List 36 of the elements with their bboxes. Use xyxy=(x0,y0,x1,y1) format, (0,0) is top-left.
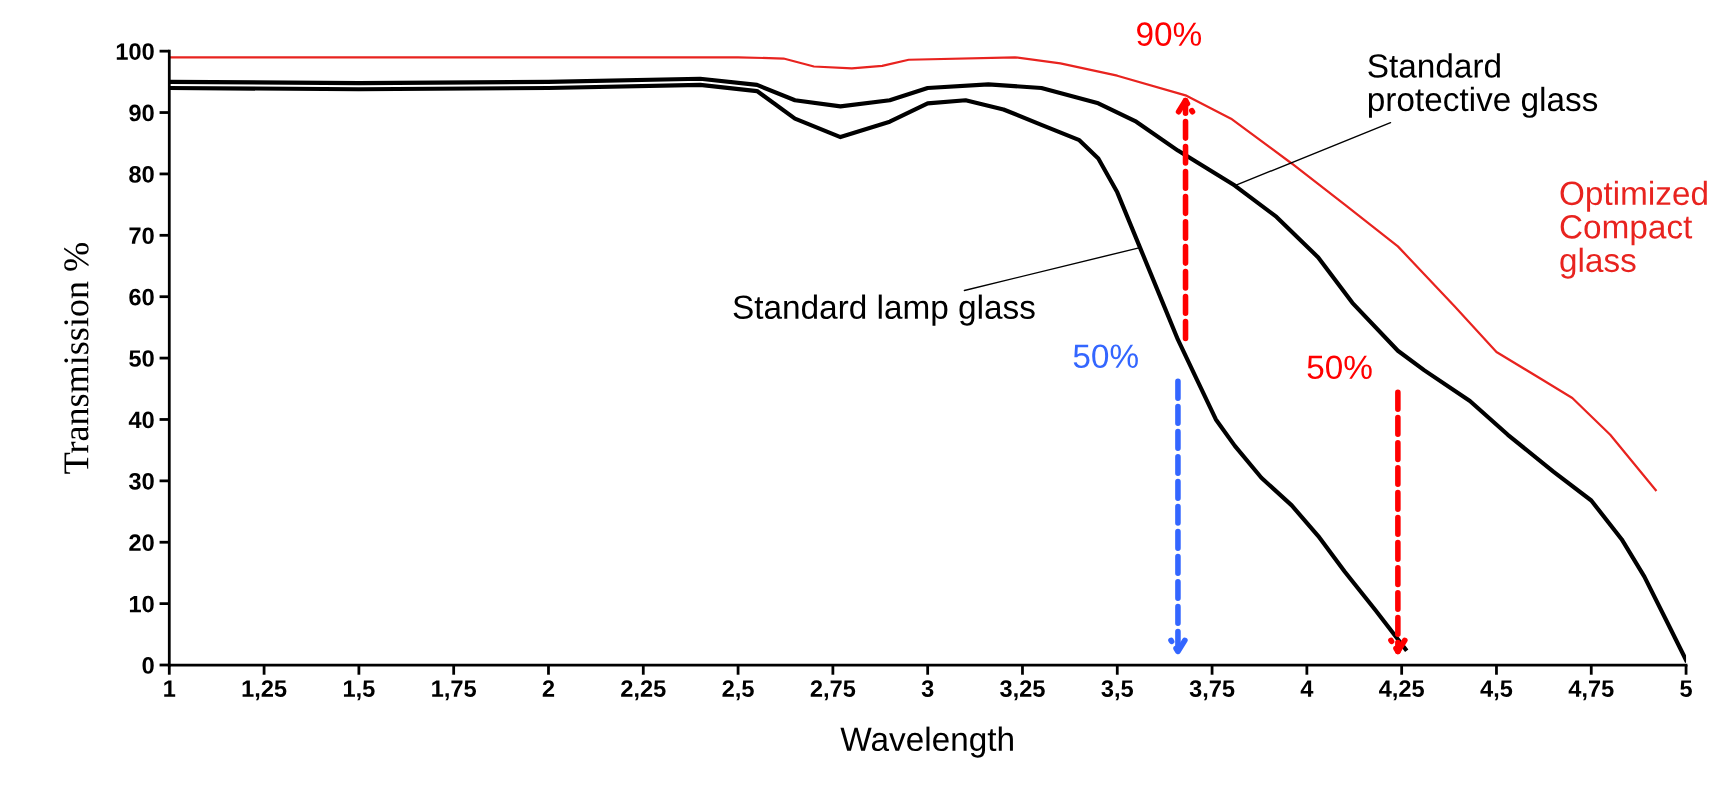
x-tick-label: 2,25 xyxy=(621,680,666,701)
x-tick-label: 2 xyxy=(542,680,555,697)
annotation: 50% xyxy=(1307,355,1372,380)
x-axis-title: Wavelength xyxy=(840,726,1013,758)
x-tick-label: 2,5 xyxy=(722,680,754,701)
x-tick-label: 3 xyxy=(921,680,934,697)
y-tick-label: 100 xyxy=(116,43,154,60)
x-tick-label: 3,75 xyxy=(1189,680,1235,701)
annotation: 50% xyxy=(1073,344,1138,369)
x-tick-label: 1,5 xyxy=(343,680,375,701)
y-tick-label: 30 xyxy=(128,472,154,490)
x-tick-label: 5 xyxy=(1680,680,1692,697)
y-tick-label: 10 xyxy=(129,595,154,613)
y-tick-label: 70 xyxy=(129,227,154,245)
annotation: Standard protective glass xyxy=(1368,53,1598,118)
y-tick-label: 90 xyxy=(129,104,154,122)
x-tick-label: 1,75 xyxy=(432,680,477,701)
x-tick-label: 4,5 xyxy=(1480,680,1513,701)
y-tick-label: 40 xyxy=(128,411,154,429)
text: Optimized Compact glass xyxy=(1560,180,1707,279)
annotation: 90% xyxy=(1137,22,1202,46)
x-tick-label: 3,5 xyxy=(1101,680,1134,701)
y-tick-label: 50 xyxy=(129,350,154,367)
y-axis-title: Transmission % xyxy=(64,243,89,474)
x-tick-label: 1 xyxy=(164,680,176,697)
y-tick-label: 60 xyxy=(129,288,154,306)
y-tick-label: 20 xyxy=(129,534,154,552)
x-tick-label: 3,25 xyxy=(1000,680,1045,701)
x-tick-label: 2,75 xyxy=(810,680,856,701)
x-tick-label: 4 xyxy=(1300,680,1314,697)
y-tick-label: 80 xyxy=(129,166,154,183)
annotation: Standard lamp glass xyxy=(733,294,1035,326)
y-tick-label: 0 xyxy=(142,657,154,674)
x-tick-label: 1,25 xyxy=(242,680,287,701)
x-tick-label: 4,75 xyxy=(1568,680,1614,701)
x-tick-label: 4,25 xyxy=(1379,680,1424,701)
